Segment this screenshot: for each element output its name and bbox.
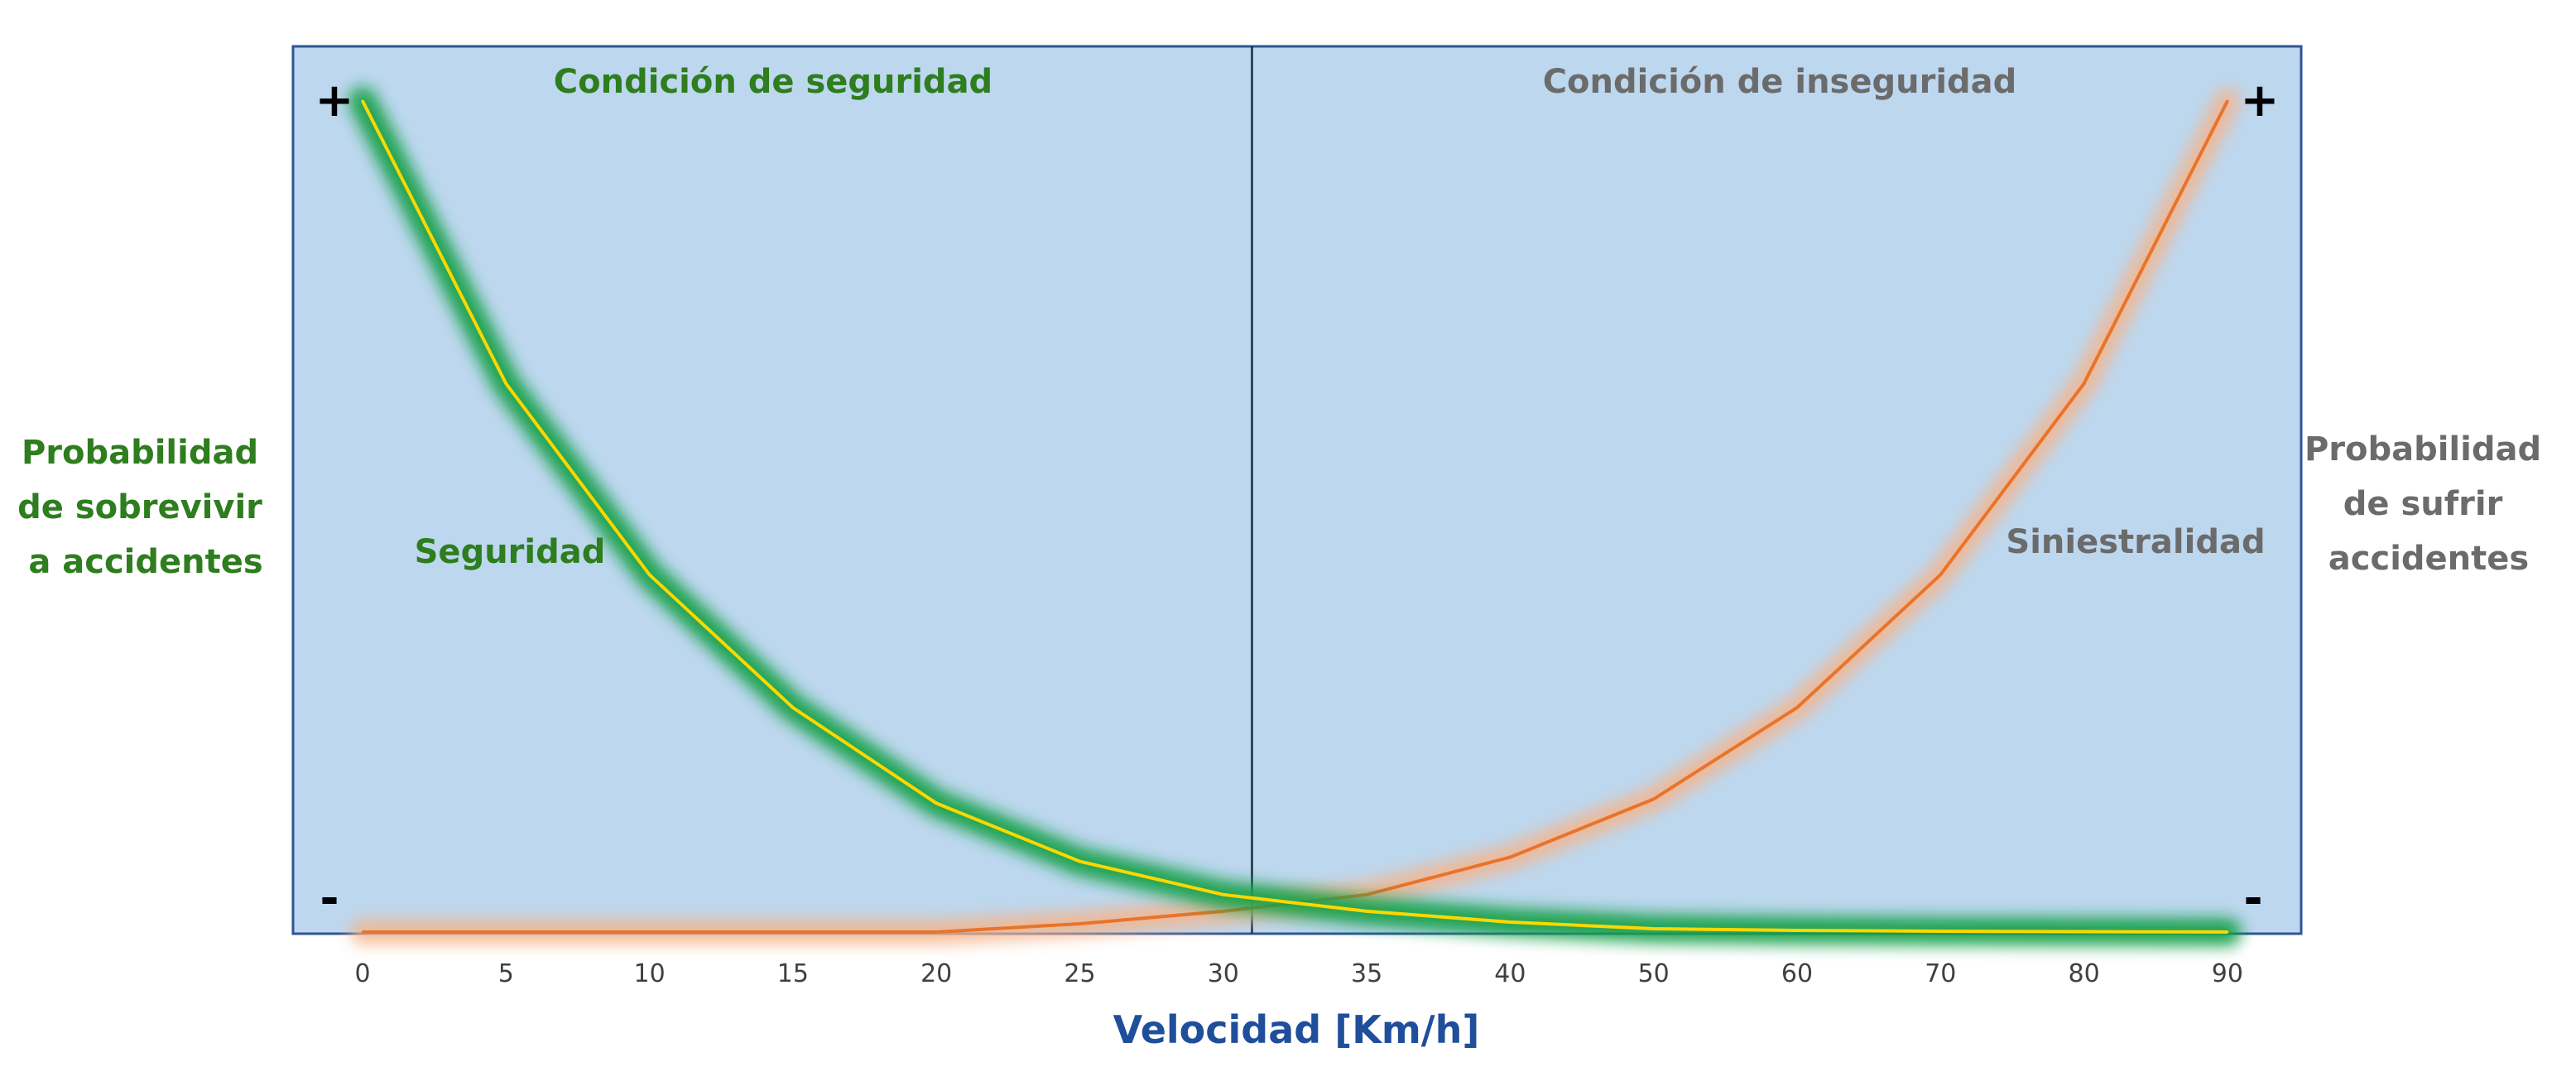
- data-point: [1079, 922, 1081, 925]
- x-tick-label: 0: [354, 959, 370, 988]
- data-point: [1652, 797, 1656, 800]
- x-tick-label: 25: [1064, 959, 1095, 988]
- x-axis-label: Velocidad [Km/h]: [1113, 1007, 1480, 1052]
- data-point: [1079, 860, 1081, 863]
- region-label-safe: Condición de seguridad: [554, 63, 992, 101]
- x-tick-label: 30: [1208, 959, 1239, 988]
- data-point: [361, 930, 364, 934]
- data-point: [935, 801, 938, 805]
- data-point: [361, 99, 364, 103]
- data-point: [1939, 573, 1942, 576]
- data-point: [1365, 893, 1368, 896]
- data-point: [1365, 910, 1368, 913]
- data-point: [791, 706, 795, 709]
- data-point: [1508, 920, 1511, 924]
- data-point: [1222, 910, 1225, 913]
- data-point: [2226, 99, 2229, 103]
- data-point: [1222, 893, 1225, 896]
- data-point: [1939, 930, 1942, 933]
- marker-top-right: +: [2241, 74, 2280, 127]
- marker-top-left: +: [315, 74, 354, 127]
- y-label-right: Probabilidad de sufrir accidentes: [2304, 430, 2553, 578]
- region-label-unsafe: Condición de inseguridad: [1543, 63, 2017, 101]
- series-line: [361, 100, 2228, 934]
- data-point: [1508, 856, 1511, 859]
- x-tick-label: 20: [920, 959, 952, 988]
- series-label-siniestralidad: Siniestralidad: [2006, 523, 2265, 561]
- data-point: [1795, 706, 1799, 709]
- plot-area: [291, 45, 2303, 935]
- x-tick-label: 50: [1638, 959, 1670, 988]
- data-point: [648, 573, 651, 576]
- data-point: [504, 382, 507, 385]
- x-tick-label: 70: [1925, 959, 1956, 988]
- marker-bottom-left: -: [320, 872, 339, 925]
- data-point: [2083, 930, 2086, 933]
- x-tick-label: 60: [1781, 959, 1813, 988]
- y-label-left: Probabilidad de sobrevivir a accidentes: [17, 434, 274, 581]
- marker-bottom-right: -: [2243, 872, 2262, 925]
- data-point: [791, 930, 795, 934]
- series-layer: [348, 87, 2242, 946]
- data-point: [504, 930, 507, 934]
- series-seguridad: [348, 87, 2242, 946]
- x-tick-label: 10: [634, 959, 666, 988]
- data-point: [2226, 930, 2229, 934]
- x-tick-label: 90: [2212, 959, 2243, 988]
- data-point: [935, 930, 938, 934]
- x-tick-label: 40: [1494, 959, 1526, 988]
- x-tick-label: 15: [777, 959, 809, 988]
- x-tick-label: 35: [1351, 959, 1382, 988]
- data-point: [1795, 929, 1799, 932]
- data-point: [1652, 927, 1656, 930]
- series-label-seguridad: Seguridad: [415, 533, 606, 571]
- x-tick-label: 5: [498, 959, 514, 988]
- x-axis-ticks: 0 5 10 15 20 25 30 35 40 50 60 70 80 90: [354, 959, 2243, 988]
- data-point: [648, 930, 651, 934]
- x-tick-label: 80: [2069, 959, 2100, 988]
- data-point: [2083, 382, 2086, 385]
